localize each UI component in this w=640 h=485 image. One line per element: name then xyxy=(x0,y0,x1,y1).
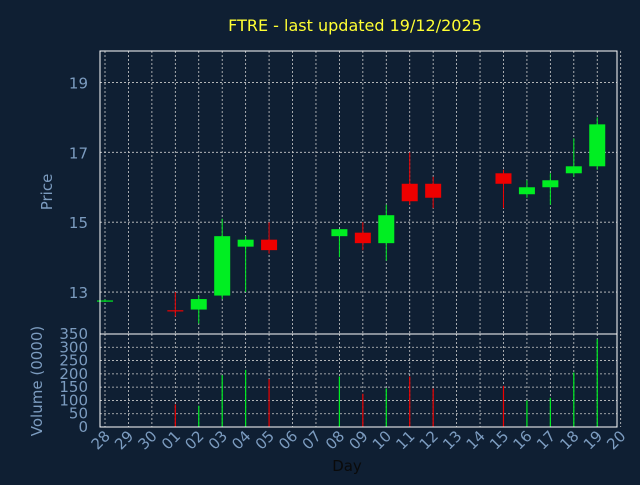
candle-16 xyxy=(518,180,535,198)
candle-body xyxy=(214,236,231,296)
candle-body xyxy=(589,124,606,167)
candle-body xyxy=(237,239,254,247)
volume-panel-frame xyxy=(99,333,618,428)
candle-17 xyxy=(542,173,559,205)
volume-tick-label: 300 xyxy=(59,338,88,356)
candle-05 xyxy=(261,222,278,254)
volume-tick-label: 50 xyxy=(69,405,88,423)
candle-body xyxy=(495,173,512,184)
volume-tick-label: 150 xyxy=(59,378,88,396)
candle-04 xyxy=(237,236,254,293)
candlesticks xyxy=(97,117,606,324)
candle-11 xyxy=(401,152,418,205)
candle-body xyxy=(378,215,395,244)
candle-18 xyxy=(565,138,582,177)
candle-12 xyxy=(425,176,442,209)
price-tick-label: 17 xyxy=(69,144,88,162)
volume-tick-label: 100 xyxy=(59,391,88,409)
candle-body xyxy=(354,232,371,244)
chart-title: FTRE - last updated 19/12/2025 xyxy=(228,16,482,35)
candle-body xyxy=(565,166,582,174)
candle-body xyxy=(167,310,184,312)
candle-19 xyxy=(589,117,606,170)
price-tick-label: 19 xyxy=(69,74,88,92)
candle-body xyxy=(542,180,559,188)
x-axis-label: Day xyxy=(332,457,362,475)
volume-bars xyxy=(174,339,598,427)
candle-body xyxy=(190,299,207,310)
candle-body xyxy=(97,300,113,302)
candle-09 xyxy=(354,222,371,251)
price-tick-label: 13 xyxy=(69,284,88,302)
candle-body xyxy=(425,183,442,198)
volume-tick-label: 200 xyxy=(59,365,88,383)
candle-01 xyxy=(167,292,184,317)
candle-02 xyxy=(190,295,207,324)
candle-body xyxy=(261,239,278,251)
price-tick-label: 15 xyxy=(69,214,88,232)
candle-28 xyxy=(97,299,113,302)
candle-03 xyxy=(214,218,231,300)
candle-body xyxy=(331,229,348,237)
price-axis-label: Price xyxy=(38,174,56,211)
candle-08 xyxy=(331,229,348,258)
volume-axis-label: Volume (0000) xyxy=(28,326,46,436)
volume-tick-label: 350 xyxy=(59,325,88,343)
candle-10 xyxy=(378,204,395,261)
candle-body xyxy=(401,183,418,202)
volume-tick-label: 0 xyxy=(78,418,88,436)
volume-tick-label: 250 xyxy=(59,352,88,370)
candle-body xyxy=(518,187,535,195)
axes-frame xyxy=(99,50,618,428)
candle-15 xyxy=(495,169,512,209)
